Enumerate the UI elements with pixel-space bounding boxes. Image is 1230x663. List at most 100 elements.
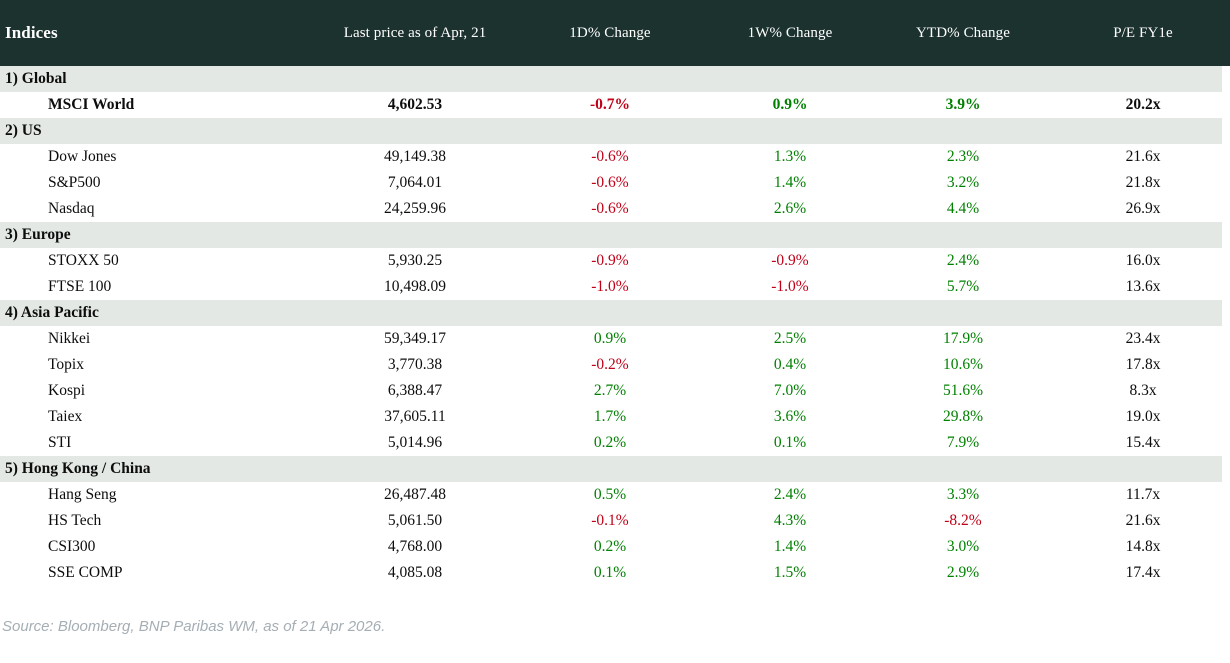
pe-fy1e: 26.9x	[1125, 200, 1161, 217]
change-ytd: 29.8%	[942, 408, 984, 425]
change-ytd: 10.6%	[942, 356, 984, 373]
index-row: STI 5,014.96 0.2% 0.1% 7.9% 15.4x	[0, 430, 1230, 456]
source-note: Source: Bloomberg, BNP Paribas WM, as of…	[2, 618, 386, 635]
change-ytd: 3.3%	[946, 486, 980, 503]
index-row: MSCI World 4,602.53 -0.7% 0.9% 3.9% 20.2x	[0, 92, 1230, 118]
index-row: Nikkei 59,349.17 0.9% 2.5% 17.9% 23.4x	[0, 326, 1230, 352]
last-price: 3,770.38	[387, 356, 443, 373]
section-row: 2) US	[0, 118, 1222, 144]
change-1w: 1.3%	[773, 148, 807, 165]
index-row: Taiex 37,605.11 1.7% 3.6% 29.8% 19.0x	[0, 404, 1230, 430]
index-name: S&P500	[48, 174, 101, 191]
last-price: 4,085.08	[387, 564, 443, 581]
last-price: 26,487.48	[384, 486, 446, 503]
index-row: SSE COMP 4,085.08 0.1% 1.5% 2.9% 17.4x	[0, 560, 1230, 586]
section-label: 3) Europe	[5, 226, 71, 243]
section-label: 2) US	[5, 122, 42, 139]
change-1d: -0.2%	[591, 356, 629, 373]
change-1d: 0.9%	[593, 330, 627, 347]
pe-fy1e: 21.6x	[1125, 512, 1161, 529]
index-name: MSCI World	[48, 96, 135, 113]
change-1w: 0.4%	[773, 356, 807, 373]
last-price: 5,930.25	[387, 252, 443, 269]
index-name: Nasdaq	[48, 200, 95, 217]
last-price: 49,149.38	[384, 148, 446, 165]
section-label: 4) Asia Pacific	[5, 304, 99, 321]
change-1w: -0.9%	[771, 252, 809, 269]
change-ytd: 4.4%	[946, 200, 980, 217]
change-ytd: -8.2%	[944, 512, 982, 529]
column-header-last-price: Last price as of Apr, 21	[343, 24, 487, 41]
change-1d: -0.6%	[591, 148, 629, 165]
pe-fy1e: 21.6x	[1125, 148, 1161, 165]
change-1w: 1.5%	[773, 564, 807, 581]
change-1d: -0.9%	[591, 252, 629, 269]
pe-fy1e: 8.3x	[1129, 382, 1157, 399]
index-name: Kospi	[48, 382, 86, 399]
pe-fy1e: 14.8x	[1125, 538, 1161, 555]
change-1d: -0.6%	[591, 174, 629, 191]
change-1w: 0.9%	[772, 96, 808, 113]
section-row: 4) Asia Pacific	[0, 300, 1222, 326]
column-header-1w-change: 1W% Change	[747, 24, 833, 41]
index-name: Dow Jones	[48, 148, 117, 165]
change-1w: 7.0%	[773, 382, 807, 399]
last-price: 4,602.53	[387, 96, 443, 113]
pe-fy1e: 15.4x	[1125, 434, 1161, 451]
index-name: STI	[48, 434, 72, 451]
section-row: 1) Global	[0, 66, 1222, 92]
index-row: Topix 3,770.38 -0.2% 0.4% 10.6% 17.8x	[0, 352, 1230, 378]
change-ytd: 5.7%	[946, 278, 980, 295]
change-1d: -0.1%	[591, 512, 629, 529]
change-1d: 0.2%	[593, 538, 627, 555]
pe-fy1e: 13.6x	[1125, 278, 1161, 295]
change-ytd: 3.2%	[946, 174, 980, 191]
change-1w: 3.6%	[773, 408, 807, 425]
change-1d: -0.6%	[591, 200, 629, 217]
index-name: Nikkei	[48, 330, 91, 347]
last-price: 5,014.96	[387, 434, 443, 451]
change-ytd: 17.9%	[942, 330, 984, 347]
table-header-row: Indices Last price as of Apr, 21 1D% Cha…	[0, 0, 1230, 66]
index-name: Hang Seng	[48, 486, 117, 503]
pe-fy1e: 17.8x	[1125, 356, 1161, 373]
change-1d: -1.0%	[591, 278, 629, 295]
index-row: Hang Seng 26,487.48 0.5% 2.4% 3.3% 11.7x	[0, 482, 1230, 508]
table-body: 1) Global MSCI World 4,602.53 -0.7% 0.9% 3.9%…	[0, 66, 1230, 586]
last-price: 59,349.17	[384, 330, 446, 347]
change-1w: 4.3%	[773, 512, 807, 529]
last-price: 10,498.09	[384, 278, 446, 295]
pe-fy1e: 23.4x	[1125, 330, 1161, 347]
change-1d: 0.1%	[593, 564, 627, 581]
change-1d: 1.7%	[593, 408, 627, 425]
change-ytd: 3.0%	[946, 538, 980, 555]
index-row: STOXX 50 5,930.25 -0.9% -0.9% 2.4% 16.0x	[0, 248, 1230, 274]
index-name: SSE COMP	[48, 564, 123, 581]
index-name: CSI300	[48, 538, 96, 555]
pe-fy1e: 17.4x	[1125, 564, 1161, 581]
last-price: 4,768.00	[387, 538, 443, 555]
pe-fy1e: 19.0x	[1125, 408, 1161, 425]
index-row: HS Tech 5,061.50 -0.1% 4.3% -8.2% 21.6x	[0, 508, 1230, 534]
change-1d: 0.5%	[593, 486, 627, 503]
column-header-ytd-change: YTD% Change	[916, 24, 1010, 41]
index-name: FTSE 100	[48, 278, 112, 295]
change-1w: 1.4%	[773, 174, 807, 191]
change-ytd: 2.3%	[946, 148, 980, 165]
column-header-pe-fy1e: P/E FY1e	[1113, 24, 1173, 41]
last-price: 24,259.96	[384, 200, 446, 217]
index-row: FTSE 100 10,498.09 -1.0% -1.0% 5.7% 13.6x	[0, 274, 1230, 300]
section-label: 5) Hong Kong / China	[5, 460, 151, 477]
last-price: 7,064.01	[387, 174, 443, 191]
index-row: CSI300 4,768.00 0.2% 1.4% 3.0% 14.8x	[0, 534, 1230, 560]
column-header-1d-change: 1D% Change	[569, 24, 651, 41]
index-name: Taiex	[48, 408, 83, 425]
section-row: 5) Hong Kong / China	[0, 456, 1222, 482]
section-row: 3) Europe	[0, 222, 1222, 248]
change-1d: -0.7%	[589, 96, 631, 113]
pe-fy1e: 20.2x	[1125, 96, 1161, 113]
change-1w: 2.6%	[773, 200, 807, 217]
change-1d: 2.7%	[593, 382, 627, 399]
last-price: 6,388.47	[387, 382, 443, 399]
